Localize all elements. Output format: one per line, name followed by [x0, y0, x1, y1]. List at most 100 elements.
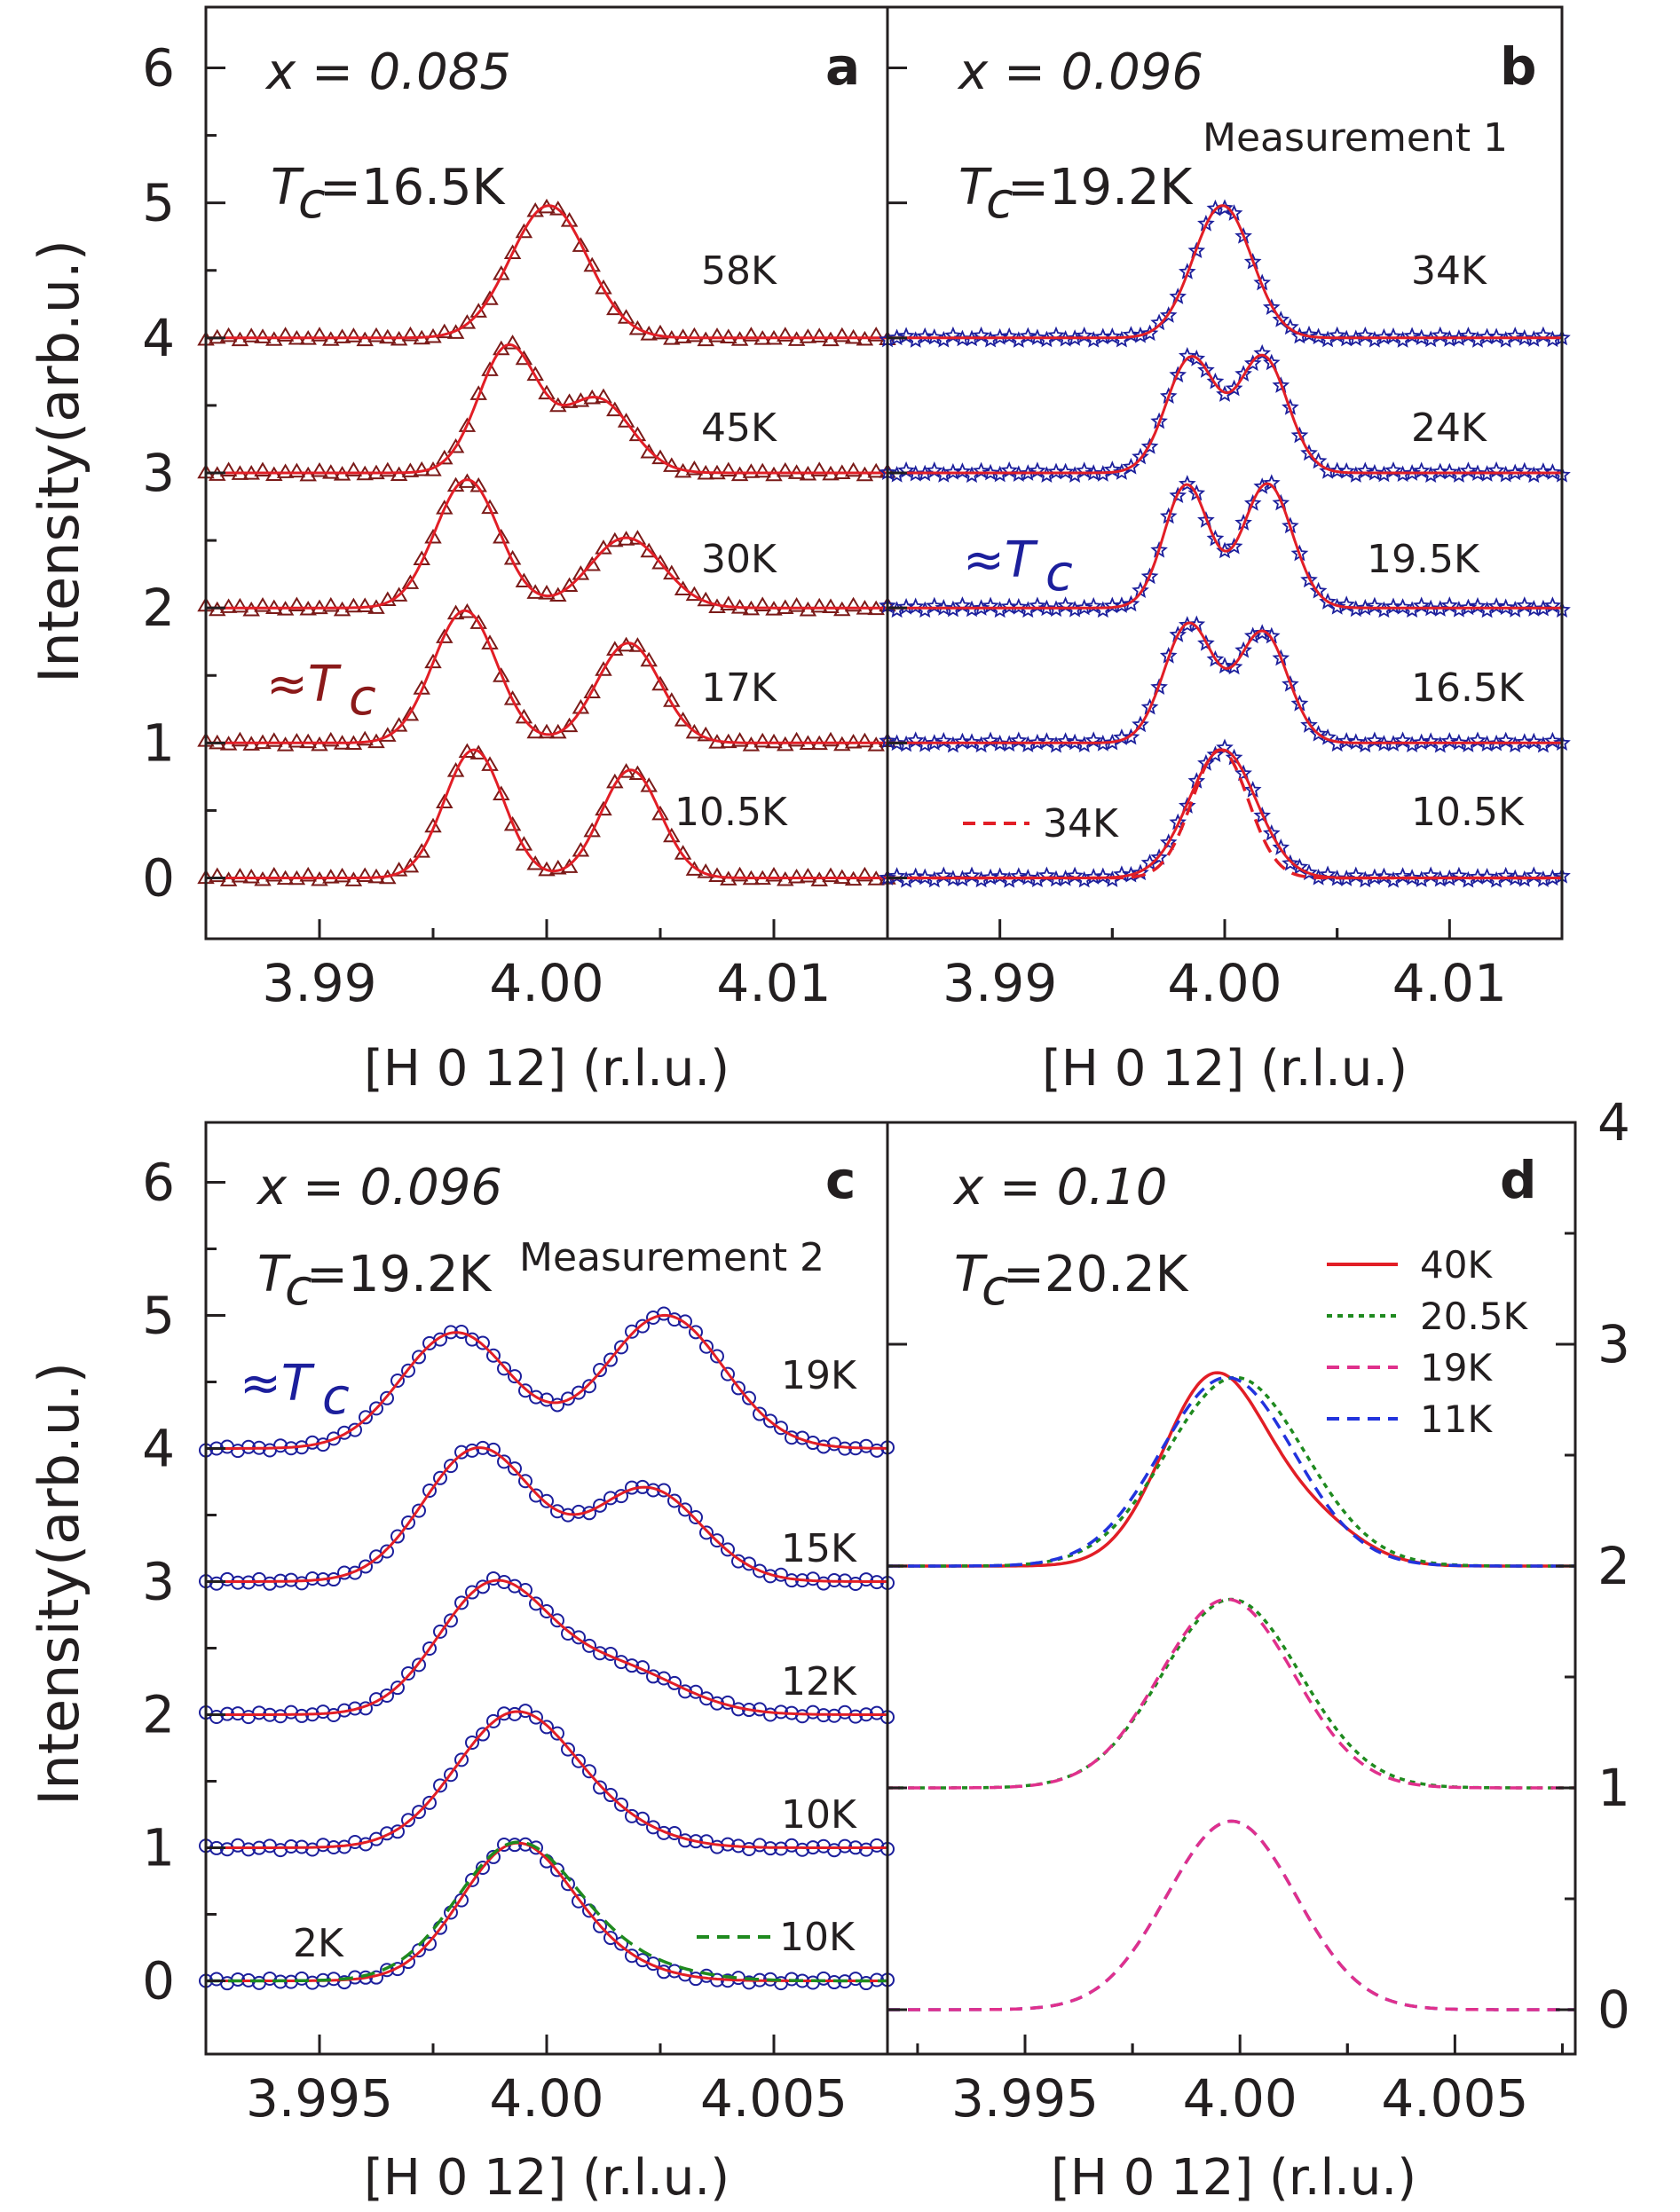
- panel-a-series-30K: [197, 473, 896, 617]
- panel-b-fit-line: [887, 482, 1562, 610]
- panel-c-data-point: [241, 1439, 256, 1454]
- panel-a-data-point: [720, 461, 737, 477]
- panel-c-xtick-label: 4.00: [489, 2068, 603, 2129]
- panel-a-data-point: [526, 854, 544, 870]
- panel-b-data-point: [1309, 327, 1328, 345]
- panel-b-data-point: [1375, 327, 1393, 345]
- panel-a-data-point: [503, 815, 522, 831]
- panel-c-data-point: [593, 1363, 607, 1378]
- panel-c-data-point: [241, 1842, 256, 1857]
- panel-c-data-point: [497, 1361, 511, 1376]
- panel-c-data-point: [795, 1842, 809, 1857]
- panel-c-data-point: [518, 1474, 532, 1489]
- panel-a-data-point: [674, 712, 692, 727]
- panel-a-data-point: [822, 731, 840, 747]
- panel-b-tc-value: =19.2K: [1007, 159, 1194, 216]
- panel-a-data-point: [219, 598, 238, 613]
- panel-a-data-point: [777, 327, 794, 342]
- svg-text:c: c: [986, 172, 1014, 230]
- panel-b-approx-tc: ≈T c: [963, 531, 1073, 602]
- panel-b-data-point: [1469, 596, 1487, 614]
- svg-text:T: T: [954, 1246, 988, 1303]
- panel-a-data-point: [515, 350, 533, 366]
- panel-c-data-point: [401, 1813, 415, 1828]
- panel-c-data-point: [518, 1383, 532, 1398]
- panel-a-temp-label: 30K: [701, 537, 777, 582]
- panel-a-data-point: [254, 328, 272, 343]
- panel-a-data-point: [436, 628, 454, 643]
- panel-a-data-point: [787, 597, 806, 612]
- panel-c-temp-label: 12K: [781, 1659, 857, 1704]
- panel-b-fit-line: [887, 204, 1562, 340]
- panel-b-data-point: [1019, 327, 1037, 344]
- panel-a-data-point: [493, 785, 510, 800]
- panel-c-data-point: [486, 1348, 501, 1363]
- panel-a-data-point: [628, 530, 647, 545]
- panel-d-legend-label: 11K: [1420, 1397, 1493, 1441]
- panel-a-data-point: [219, 327, 238, 342]
- panel-a-data-point: [356, 867, 374, 883]
- panel-a-ytick-label: 3: [142, 443, 175, 503]
- panel-c-data-point: [572, 1893, 586, 1909]
- panel-c-data-point: [550, 1397, 564, 1413]
- panel-c-data-point: [603, 1352, 618, 1367]
- panel-b-data-point: [1197, 511, 1215, 528]
- panel-d-curve-20.5K: [887, 1597, 1575, 1790]
- panel-c-data-point: [305, 1975, 319, 1990]
- svg-text:T: T: [271, 159, 304, 216]
- panel-d-curve-19K: [887, 1819, 1575, 2011]
- panel-a-data-point: [356, 730, 374, 746]
- panel-c-data-point: [667, 1675, 682, 1690]
- panel-a-data-point: [720, 328, 737, 343]
- panel-a-data-point: [242, 327, 260, 342]
- panel-b-data-point: [1290, 426, 1309, 444]
- panel-a-data-point: [265, 866, 283, 882]
- panel-a-data-point: [685, 460, 704, 476]
- panel-b-series-16.5K: [879, 615, 1571, 753]
- panel-a-data-point: [628, 765, 647, 781]
- panel-a-data-point: [640, 542, 658, 558]
- panel-a-ylabel: Intensity(arb.u.): [27, 240, 91, 683]
- panel-a-ytick-label: 2: [142, 578, 175, 638]
- panel-b-data-point: [1272, 649, 1290, 666]
- panel-b-data-point: [1132, 715, 1149, 733]
- panel-b-fit-line: [887, 353, 1562, 475]
- panel-a-data-point: [446, 762, 465, 777]
- panel-c-data-point: [359, 1559, 373, 1574]
- panel-d-legend: 40K 20.5K 19K 11K: [1327, 1243, 1529, 1441]
- panel-b-data-point: [887, 734, 906, 752]
- panel-c-reference-curve: [206, 1840, 887, 1983]
- panel-b-tc-label: T c =19.2K: [958, 159, 1194, 230]
- panel-c-ylabel: Intensity(arb.u.): [27, 1362, 91, 1806]
- panel-a-data-point: [787, 731, 806, 747]
- panel-b-data-point: [1262, 298, 1281, 316]
- panel-c-data-point: [710, 1533, 724, 1548]
- panel-c-temp-label: 19K: [781, 1353, 857, 1398]
- panel-a-data-point: [651, 675, 669, 691]
- panel-a-data-point: [288, 732, 306, 748]
- panel-b-data-point: [1375, 867, 1393, 885]
- panel-c-data-point: [699, 1525, 714, 1540]
- panel-b-data-point: [897, 327, 915, 344]
- panel-b-data-point: [1225, 748, 1243, 766]
- panel-a-data-point: [503, 335, 522, 350]
- panel-a-series-58K: [197, 198, 896, 347]
- panel-b-data-point: [1159, 306, 1178, 323]
- panel-d-xtick-label: 3.995: [951, 2068, 1099, 2129]
- panel-b-data-point: [925, 327, 943, 345]
- panel-a-data-point: [685, 327, 704, 342]
- panel-d-legend-label: 40K: [1420, 1243, 1493, 1287]
- panel-b-data-point: [982, 868, 999, 886]
- panel-a-data-point: [810, 327, 828, 342]
- panel-d-xtick-label: 4.00: [1183, 2068, 1297, 2129]
- panel-a-data-point: [810, 597, 828, 613]
- panel-a-data-point: [219, 871, 238, 886]
- panel-b-data-point: [1282, 674, 1299, 692]
- panel-c-ytick-label: 5: [142, 1286, 175, 1346]
- panel-a-data-point: [753, 596, 771, 611]
- panel-a-data-point: [458, 417, 477, 432]
- panel-a-data-point: [867, 327, 885, 342]
- panel-b-data-point: [1243, 252, 1262, 270]
- svg-text:T: T: [257, 1246, 291, 1303]
- panel-b-data-point: [1337, 461, 1356, 479]
